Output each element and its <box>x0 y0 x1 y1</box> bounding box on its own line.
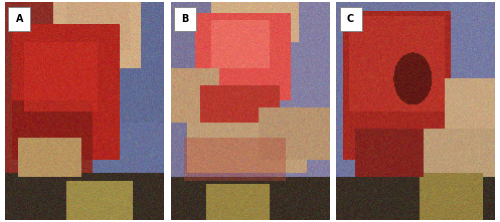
Text: C: C <box>347 14 354 24</box>
FancyBboxPatch shape <box>174 7 196 30</box>
FancyBboxPatch shape <box>340 7 361 30</box>
Text: A: A <box>16 14 23 24</box>
FancyBboxPatch shape <box>8 7 30 30</box>
Text: B: B <box>182 14 188 24</box>
